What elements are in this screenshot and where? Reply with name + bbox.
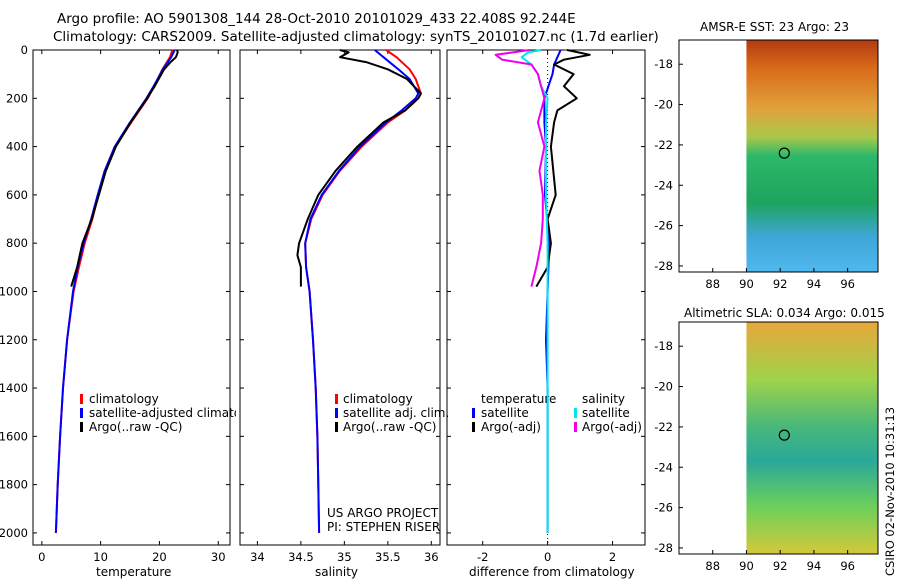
- x-tick-label: 34: [250, 550, 265, 564]
- series-line-salinity-argo-adj-: [494, 49, 546, 287]
- x-tick-label: 20: [152, 550, 167, 564]
- legend-swatch-sal-satellite: [574, 408, 577, 418]
- legend-label-argo: Argo(..raw -QC): [89, 420, 183, 434]
- series-line-satellite-adjusted-climatology: [54, 49, 176, 533]
- y-tick-label: 200: [6, 91, 28, 105]
- map-y-tick-label: -22: [654, 138, 673, 152]
- series-line-climatology: [304, 49, 422, 533]
- map-y-tick-label: -18: [654, 57, 673, 71]
- map-x-tick-label: 92: [773, 277, 788, 291]
- x-tick-label: 2: [609, 550, 616, 564]
- y-tick-label: 1600: [0, 429, 28, 443]
- legend-swatch-climatology: [80, 394, 83, 404]
- map-field-sla: [746, 322, 878, 554]
- legend-label-argo: Argo(..raw -QC): [343, 420, 437, 434]
- map-x-tick-label: 88: [705, 559, 720, 573]
- series-line-argo-raw-qc-: [296, 49, 422, 287]
- y-tick-label: 600: [6, 188, 28, 202]
- map-y-tick-label: -26: [654, 219, 673, 233]
- y-tick-label: 1400: [0, 381, 28, 395]
- map-x-tick-label: 94: [807, 559, 822, 573]
- map-x-tick-label: 94: [807, 277, 822, 291]
- y-tick-label: 800: [6, 236, 28, 250]
- plot-frame: [32, 49, 231, 546]
- legend-swatch-satellite: [80, 408, 83, 418]
- y-tick-label: 1800: [0, 478, 28, 492]
- legend-label-temp-argo: Argo(-adj): [481, 420, 541, 434]
- y-tick-label: 1200: [0, 333, 28, 347]
- map-x-tick-label: 88: [705, 277, 720, 291]
- map-frame: [678, 39, 879, 273]
- y-tick-label: 0: [21, 43, 28, 57]
- legend-label-sal-argo: Argo(-adj): [582, 420, 642, 434]
- temperature-xlabel: temperature: [96, 565, 172, 579]
- legend-label-temp-satellite: satellite: [481, 406, 529, 420]
- map-y-tick-label: -20: [654, 380, 673, 394]
- x-tick-label: 36: [424, 550, 439, 564]
- header-title-line2: Climatology: CARS2009. Satellite-adjuste…: [53, 29, 659, 45]
- map-y-tick-label: -24: [654, 460, 673, 474]
- float-location-marker: [778, 147, 790, 159]
- map-x-tick-label: 96: [840, 277, 855, 291]
- legend-label-climatology: climatology: [89, 392, 159, 406]
- map-x-tick-label: 92: [773, 559, 788, 573]
- map-x-tick-label: 96: [840, 559, 855, 573]
- header-title-line1: Argo profile: AO 5901308_144 28-Oct-2010…: [57, 11, 576, 27]
- map-y-tick-label: -26: [654, 501, 673, 515]
- legend-swatch-sal-argo: [574, 422, 577, 432]
- legend-swatch-temp-satellite: [472, 408, 475, 418]
- legend-swatch-argo: [80, 422, 83, 432]
- legend-swatch-temp-argo: [472, 422, 475, 432]
- x-tick-label: 10: [93, 550, 108, 564]
- map-y-tick-label: -28: [654, 541, 673, 555]
- y-tick-label: 400: [6, 140, 28, 154]
- plot-frame: [239, 49, 441, 546]
- series-line-salinity-satellite: [520, 49, 549, 533]
- credit-pi: PI: STEPHEN RISER: [327, 520, 441, 534]
- series-line-temperature-argo-adj-: [535, 49, 591, 288]
- legend-swatch-satellite: [335, 408, 338, 418]
- credit-project: US ARGO PROJECT: [327, 506, 439, 520]
- legend-swatch-argo: [335, 422, 338, 432]
- map-y-tick-label: -24: [654, 178, 673, 192]
- map-y-tick-label: -18: [654, 339, 673, 353]
- x-tick-label: 34.5: [288, 550, 314, 564]
- map-frame: [678, 321, 879, 555]
- plot-frame: [446, 49, 646, 546]
- legend-title-salinity: salinity: [582, 392, 626, 406]
- x-tick-label: 30: [211, 550, 226, 564]
- x-tick-label: 35: [337, 550, 352, 564]
- x-tick-label: 0: [544, 550, 551, 564]
- sst-map-title: AMSR-E SST: 23 Argo: 23: [700, 20, 849, 34]
- legend-label-climatology: climatology: [343, 392, 413, 406]
- legend-label-satellite: satellite-adjusted climatology: [89, 406, 236, 420]
- legend-title-temperature: temperature: [481, 392, 557, 406]
- sla-map-title: Altimetric SLA: 0.034 Argo: 0.015: [684, 306, 885, 320]
- float-location-marker: [778, 429, 790, 441]
- map-y-tick-label: -20: [654, 98, 673, 112]
- legend-label-sal-satellite: satellite: [582, 406, 630, 420]
- map-field-sst: [746, 40, 878, 272]
- map-x-tick-label: 90: [739, 559, 754, 573]
- legend-swatch-climatology: [335, 394, 338, 404]
- x-tick-label: 35.5: [375, 550, 401, 564]
- difference-xlabel: difference from climatology: [469, 565, 635, 579]
- map-y-tick-label: -28: [654, 259, 673, 273]
- map-x-tick-label: 90: [739, 277, 754, 291]
- salinity-xlabel: salinity: [315, 565, 359, 579]
- series-line-satellite-adj-clim-: [304, 49, 420, 533]
- map-y-tick-label: -22: [654, 420, 673, 434]
- y-tick-label: 1000: [0, 284, 28, 298]
- legend-label-satellite: satellite adj. clim.: [343, 406, 450, 420]
- x-tick-label: 0: [38, 550, 45, 564]
- x-tick-label: -2: [477, 550, 488, 564]
- series-line-argo-raw-qc-: [70, 49, 179, 287]
- y-tick-label: 2000: [0, 526, 28, 540]
